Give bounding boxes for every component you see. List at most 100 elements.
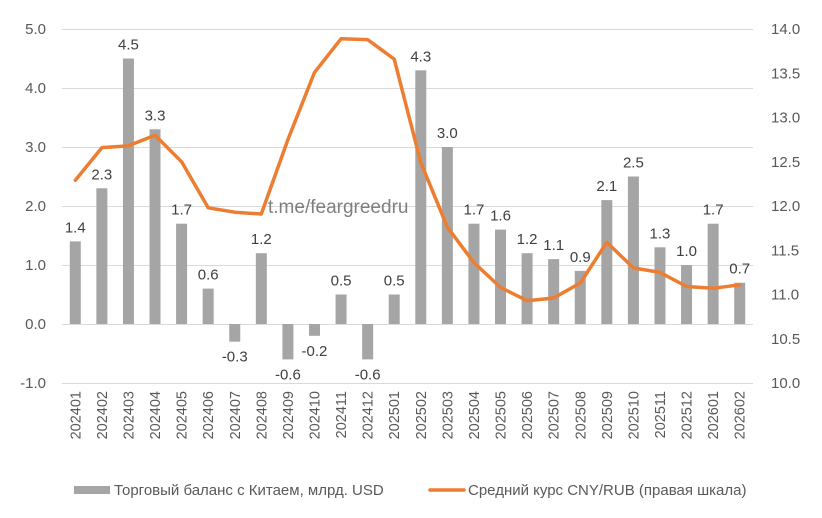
x-axis-category-label: 202510 — [626, 391, 642, 439]
bar — [628, 177, 639, 325]
bar — [681, 265, 692, 324]
bar-data-label: 2.1 — [596, 178, 617, 195]
bar — [734, 283, 745, 324]
bar-data-label: -0.6 — [275, 366, 301, 383]
bar-data-label: 1.1 — [543, 237, 564, 254]
bar — [176, 224, 187, 324]
bar — [203, 289, 214, 324]
x-axis-category-label: 202504 — [467, 391, 483, 439]
x-axis-category-label: 202503 — [440, 391, 456, 439]
legend-item-trade-balance[interactable]: Торговый баланс с Китаем, млрд. USD — [74, 482, 384, 499]
left-axis-tick-label: 4.0 — [25, 80, 46, 97]
legend-label-cny-rub: Средний курс CNY/RUB (правая шкала) — [468, 482, 747, 499]
bar-data-label: 3.0 — [437, 125, 458, 142]
right-axis: 10.010.511.011.512.012.513.013.514.0 — [771, 21, 800, 392]
x-axis-category-label: 202505 — [494, 391, 510, 439]
bar-data-label: 2.3 — [91, 166, 112, 183]
left-axis: -1.0 0.0 1.0 2.0 3.0 4.0 5.0 — [20, 21, 46, 392]
x-axis-category-label: 202411 — [334, 391, 350, 438]
x-axis-category-label: 202409 — [281, 391, 297, 439]
bar-data-label: 1.7 — [464, 202, 485, 219]
right-axis-tick-label: 11.0 — [771, 287, 799, 304]
left-axis-tick-label: 0.0 — [25, 316, 46, 333]
legend-swatch-bar — [74, 486, 110, 494]
bar — [256, 253, 267, 324]
right-axis-tick-label: 14.0 — [771, 21, 800, 38]
bar — [495, 230, 506, 324]
bar — [70, 241, 81, 324]
x-axis-category-label: 202410 — [307, 391, 323, 439]
left-axis-tick-label: 1.0 — [25, 257, 46, 274]
bar — [123, 59, 134, 325]
x-axis-category-label: 202402 — [95, 391, 111, 439]
bar-data-label: 0.5 — [331, 273, 352, 290]
right-axis-tick-label: 12.5 — [771, 154, 800, 171]
bar-data-label: 3.3 — [145, 107, 166, 124]
bar-data-label: 1.7 — [703, 202, 724, 219]
x-axis-category-label: 202509 — [600, 391, 616, 439]
x-axis-category-label: 202507 — [547, 391, 563, 439]
legend: Торговый баланс с Китаем, млрд. USD Сред… — [74, 482, 747, 499]
bar-data-label: 1.2 — [517, 231, 538, 248]
bar — [389, 295, 400, 325]
x-axis-category-label: 202407 — [228, 391, 244, 439]
bar — [548, 259, 559, 324]
x-axis-category-label: 202406 — [201, 391, 217, 439]
left-axis-tick-label: 2.0 — [25, 198, 46, 215]
right-axis-tick-label: 11.5 — [771, 242, 799, 259]
left-axis-tick-label: -1.0 — [20, 375, 46, 392]
bar — [336, 295, 347, 325]
bar — [442, 147, 453, 324]
x-axis-category-labels: 202401 202402 202403 202404 202405 202406 2024… — [68, 391, 748, 439]
x-axis-category-label: 202511 — [653, 391, 669, 438]
right-axis-tick-label: 13.0 — [771, 110, 800, 127]
bar — [522, 253, 533, 324]
left-axis-tick-label: 3.0 — [25, 139, 46, 156]
bar — [309, 324, 320, 336]
bar-data-label: 1.3 — [650, 225, 671, 242]
bar — [96, 188, 107, 324]
x-axis-category-label: 202401 — [68, 391, 84, 439]
right-axis-tick-label: 10.0 — [771, 375, 800, 392]
bar-data-label: -0.6 — [355, 366, 381, 383]
x-axis-category-label: 202405 — [175, 391, 191, 439]
bar — [282, 324, 293, 359]
x-axis-category-label: 202602 — [733, 391, 749, 439]
bar — [150, 129, 161, 324]
watermark-annotation: t.me/feargreedru — [268, 197, 408, 218]
bar-data-label: 1.4 — [65, 219, 86, 236]
x-axis-category-label: 202404 — [148, 391, 164, 439]
bar — [362, 324, 373, 359]
x-axis-category-label: 202506 — [520, 391, 536, 439]
bar — [415, 70, 426, 324]
right-axis-tick-label: 12.0 — [771, 198, 800, 215]
bar-data-label: 0.6 — [198, 267, 219, 284]
bar-data-label: 0.9 — [570, 249, 591, 266]
x-axis-category-label: 202501 — [387, 391, 403, 439]
bar-data-label: -0.2 — [302, 343, 328, 360]
x-axis-category-label: 202403 — [121, 391, 137, 439]
bar-data-label: 2.5 — [623, 155, 644, 172]
bar-data-label: -0.3 — [222, 349, 248, 366]
bar-data-label: 1.6 — [490, 208, 511, 225]
bar-data-label: 1.2 — [251, 231, 272, 248]
bar — [654, 247, 665, 324]
x-axis-category-label: 202412 — [361, 391, 377, 439]
bar — [229, 324, 240, 342]
x-axis-category-label: 202508 — [573, 391, 589, 439]
bar-data-label: 4.3 — [410, 48, 431, 65]
bar-data-label: 0.5 — [384, 273, 405, 290]
left-axis-tick-label: 5.0 — [25, 21, 46, 38]
x-axis-category-label: 202512 — [680, 391, 696, 439]
x-axis-category-label: 202601 — [706, 391, 722, 439]
bar-data-label: 1.7 — [171, 202, 192, 219]
legend-label-trade-balance: Торговый баланс с Китаем, млрд. USD — [114, 482, 384, 499]
x-axis-category-label: 202408 — [254, 391, 270, 439]
bar — [468, 224, 479, 324]
legend-item-cny-rub[interactable]: Средний курс CNY/RUB (правая шкала) — [430, 482, 747, 499]
x-axis-category-label: 202502 — [414, 391, 430, 439]
bar-data-label: 0.7 — [729, 261, 750, 278]
bar — [708, 224, 719, 324]
